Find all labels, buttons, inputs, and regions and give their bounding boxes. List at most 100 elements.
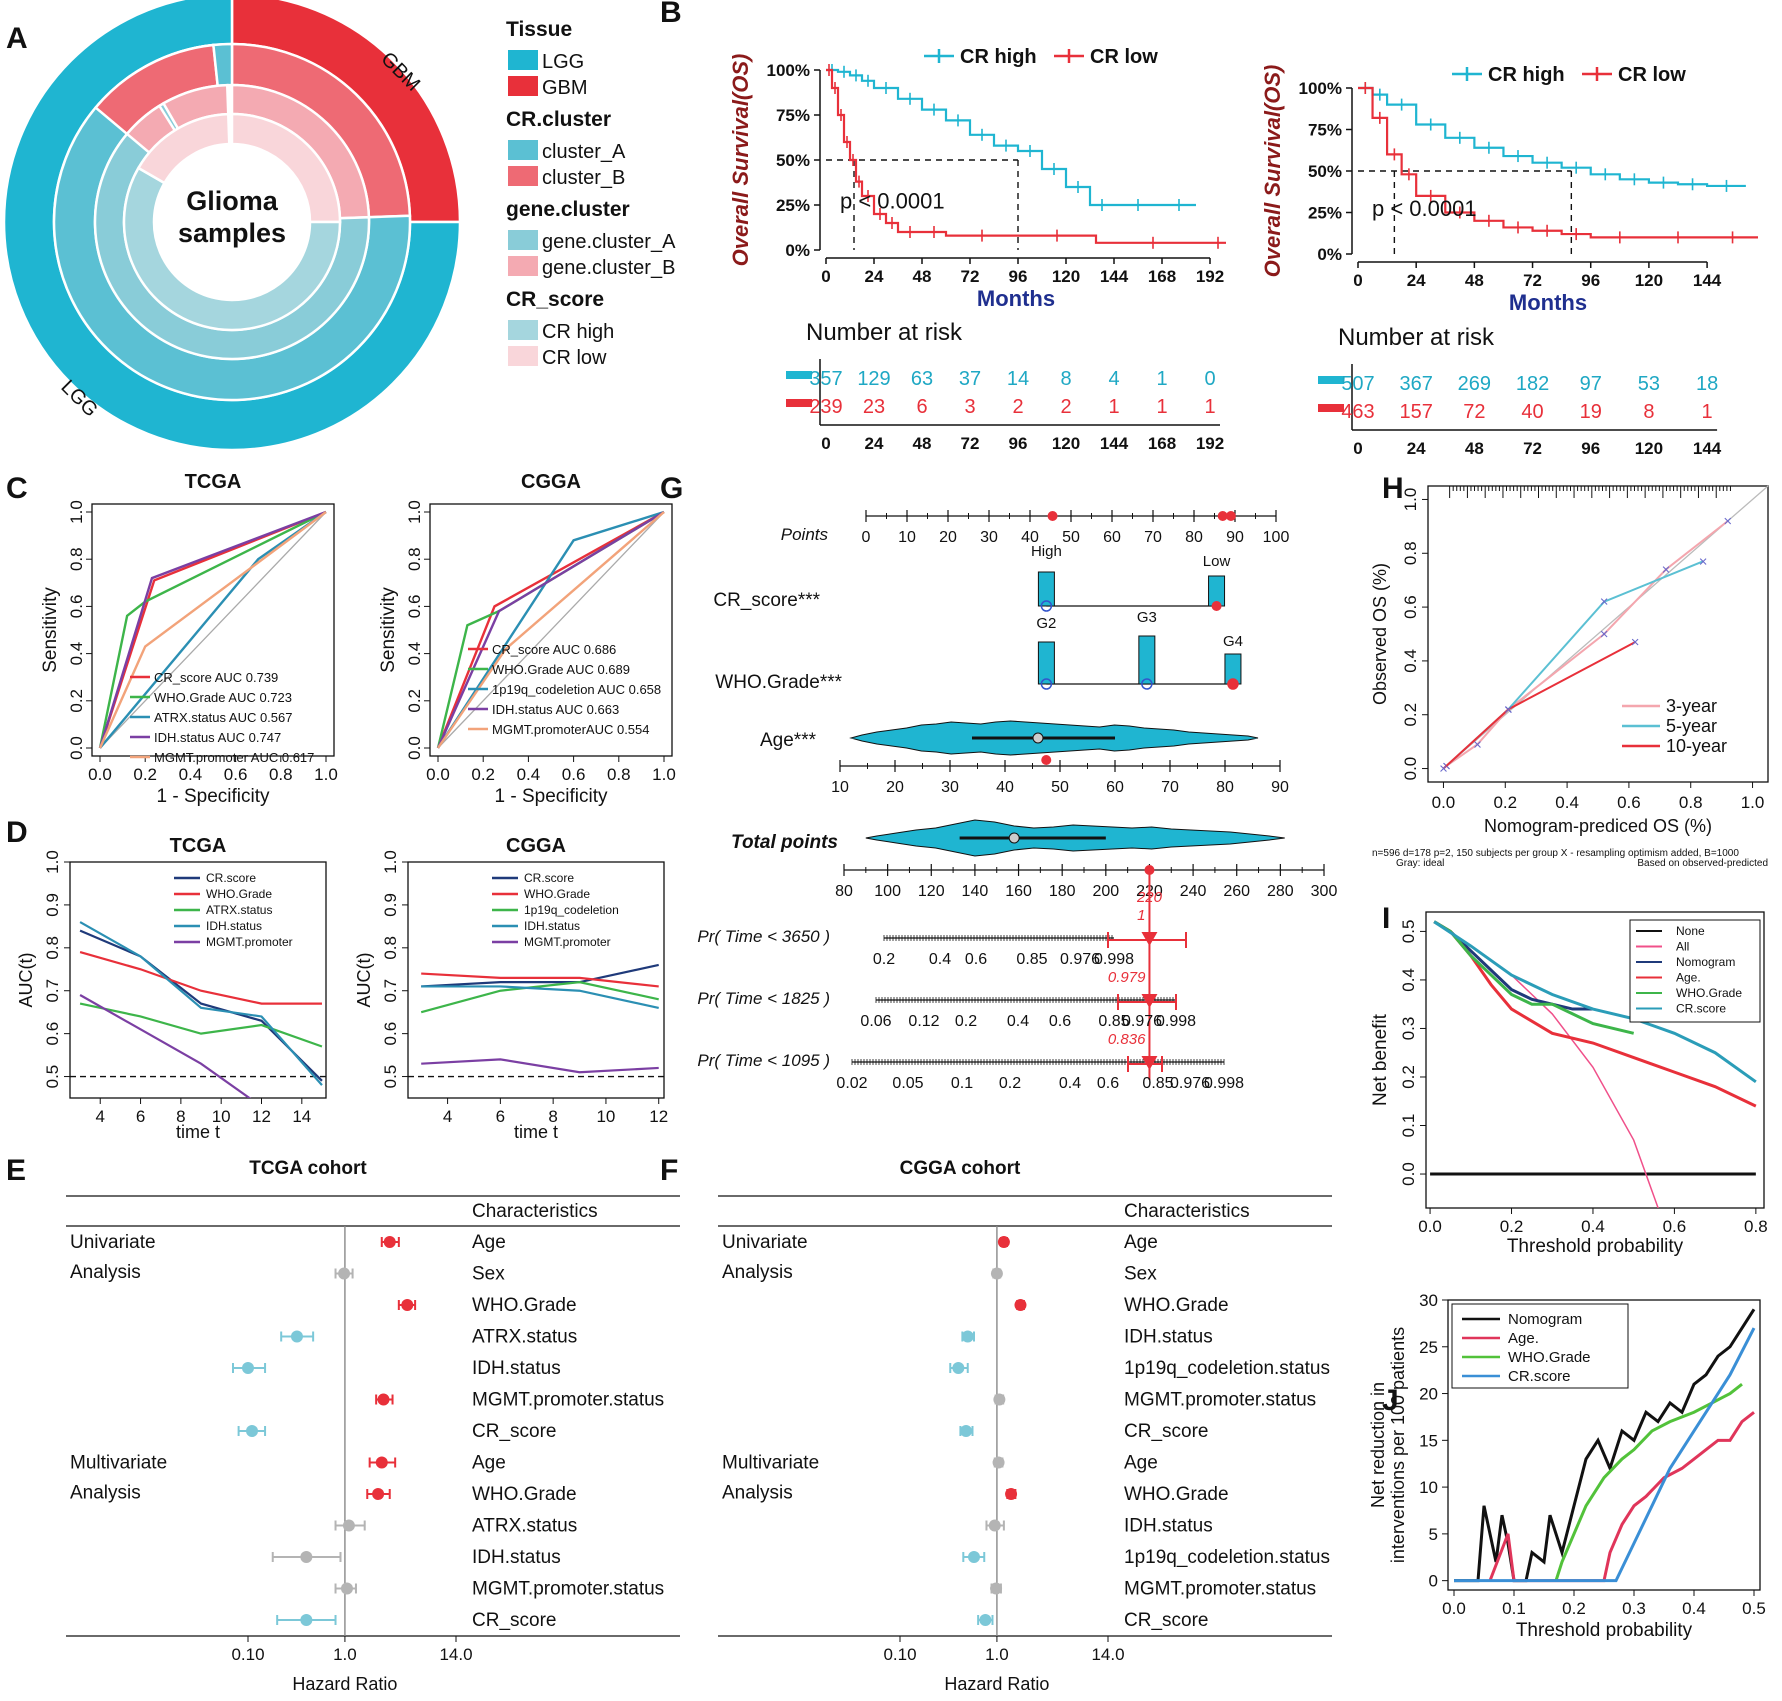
x-tick-label: 168 bbox=[1148, 267, 1176, 286]
risk-count-high: 18 bbox=[1696, 373, 1718, 395]
x-axis-label: Hazard Ratio bbox=[944, 1674, 1049, 1694]
risk-count-low: 3 bbox=[964, 396, 975, 418]
risk-count-low: 40 bbox=[1521, 401, 1543, 423]
forest-row-label: Age bbox=[472, 1453, 506, 1474]
y-axis-label: Sensitivity bbox=[40, 587, 61, 673]
roc-curve bbox=[436, 510, 665, 749]
probability-tick-label: 0.976 bbox=[1170, 1075, 1210, 1092]
who-marker bbox=[1040, 678, 1053, 690]
legend-label-cr-high: CR high bbox=[1488, 64, 1565, 86]
probability-tick-label: 0.85 bbox=[1142, 1075, 1173, 1092]
net-benefit-curve bbox=[1433, 920, 1757, 1084]
age-tick-label: 10 bbox=[831, 779, 849, 796]
y-axis-label: Net reduction in bbox=[1368, 1382, 1388, 1508]
auc-line bbox=[79, 951, 322, 1005]
x-tick-label: 10 bbox=[212, 1107, 231, 1126]
x-tick-label: 0.5 bbox=[1742, 1599, 1766, 1618]
risk-x-tick: 168 bbox=[1148, 434, 1176, 453]
risk-x-tick: 120 bbox=[1635, 439, 1663, 458]
x-tick-label: 72 bbox=[1523, 271, 1542, 290]
x-tick-label: 1.0 bbox=[314, 765, 338, 784]
x-tick-label: 12 bbox=[649, 1107, 668, 1126]
x-tick-label: 1.0 bbox=[652, 765, 676, 784]
y-tick-label: 0.1 bbox=[1399, 1114, 1418, 1138]
x-tick-label: 48 bbox=[1465, 271, 1484, 290]
forest-row-label: IDH.status bbox=[472, 1358, 561, 1379]
calibration-point: × bbox=[1600, 626, 1609, 643]
panel-letter-a: A bbox=[6, 22, 28, 55]
forest-row-label: ATRX.status bbox=[472, 1327, 577, 1348]
legend-label: IDH.status AUC 0.747 bbox=[154, 730, 281, 745]
forest-row-label: MGMT.promoter.status bbox=[472, 1579, 664, 1600]
legend-label: WHO.Grade bbox=[1508, 1349, 1591, 1366]
probability-value: 0.979 bbox=[1108, 969, 1146, 986]
cr-level-high: High bbox=[1031, 543, 1062, 560]
points-tick-label: 100 bbox=[1263, 529, 1290, 546]
total-tick-label: 180 bbox=[1049, 883, 1076, 900]
risk-count-high: 367 bbox=[1399, 373, 1432, 395]
legend-group-title: CR.cluster bbox=[506, 108, 611, 131]
age-marker bbox=[1041, 755, 1052, 765]
x-tick-label: 0.1 bbox=[1502, 1599, 1526, 1618]
analysis-label: Multivariate bbox=[722, 1453, 819, 1474]
y-axis-label: interventions per 100 patients bbox=[1388, 1327, 1408, 1563]
probability-tick-label: 0.2 bbox=[999, 1075, 1021, 1092]
x-axis-label: 1 - Specificity bbox=[495, 786, 608, 807]
forest-row-label: IDH.status bbox=[1124, 1516, 1213, 1537]
total-tick-label: 80 bbox=[835, 883, 853, 900]
x-tick-label: 24 bbox=[865, 267, 884, 286]
risk-x-tick: 48 bbox=[1465, 439, 1484, 458]
x-tick-label: 8 bbox=[176, 1107, 185, 1126]
cr-marker bbox=[1040, 600, 1053, 612]
plot-frame bbox=[407, 861, 665, 1099]
hr-point bbox=[377, 1393, 390, 1406]
x-tick-label: 0.0 bbox=[426, 765, 450, 784]
calibration-point: × bbox=[1631, 634, 1640, 651]
forest-row-label: WHO.Grade bbox=[472, 1295, 577, 1316]
hr-point bbox=[300, 1551, 313, 1563]
legend-label: WHO.Grade AUC 0.723 bbox=[154, 690, 292, 705]
legend-swatch bbox=[508, 140, 538, 160]
reduction-curve bbox=[1454, 1308, 1756, 1583]
x-axis-label: 1 - Specificity bbox=[157, 786, 270, 807]
probability-tick-label: 0.976 bbox=[1060, 951, 1100, 968]
x-axis-label: Hazard Ratio bbox=[292, 1674, 397, 1694]
legend-label: 1p19q_codeletion AUC 0.658 bbox=[492, 682, 661, 697]
point-marker bbox=[1217, 511, 1228, 521]
hr-point bbox=[338, 1267, 351, 1280]
x-tick-label: 10 bbox=[596, 1107, 615, 1126]
probability-label: Pr( Time < 1825 ) bbox=[697, 989, 830, 1008]
auc-line bbox=[79, 929, 323, 1082]
points-tick-label: 60 bbox=[1103, 529, 1121, 546]
y-tick-label: 0 bbox=[1429, 1572, 1438, 1591]
hr-point bbox=[340, 1582, 353, 1595]
legend-box bbox=[1629, 919, 1761, 1023]
legend-label: CR.score bbox=[524, 871, 574, 885]
probability-tick-label: 0.976 bbox=[1122, 1013, 1162, 1030]
probability-tick-label: 0.2 bbox=[873, 951, 895, 968]
x-tick-label: 144 bbox=[1100, 267, 1129, 286]
calibration-point: × bbox=[1699, 553, 1708, 570]
risk-table-title: Number at risk bbox=[1338, 324, 1495, 351]
x-tick-label: 0.0 bbox=[1432, 793, 1456, 812]
legend-item-label: CR low bbox=[542, 347, 607, 369]
legend-swatch bbox=[508, 320, 538, 340]
x-tick-label: 144 bbox=[1693, 271, 1722, 290]
x-tick-label: 0.2 bbox=[1493, 793, 1517, 812]
legend-label: Nomogram bbox=[1508, 1311, 1582, 1328]
risk-x-tick: 72 bbox=[961, 434, 980, 453]
reduction-curve bbox=[1488, 1411, 1755, 1583]
y-tick-label: 0.7 bbox=[381, 979, 400, 1003]
panel-b-survival: 100%75%50%25%0%0 24 48 72 96 120 144 168 192Over… bbox=[728, 46, 1758, 458]
risk-count-low: 23 bbox=[863, 396, 885, 418]
plot-frame bbox=[1425, 911, 1765, 1209]
x-tick-label: 4 bbox=[96, 1107, 105, 1126]
points-tick-label: 70 bbox=[1144, 529, 1162, 546]
y-tick-label: 0.8 bbox=[1401, 541, 1420, 565]
risk-swatch-low bbox=[786, 399, 812, 407]
risk-count-low: 1 bbox=[1108, 396, 1119, 418]
auc-line bbox=[79, 921, 323, 1086]
plot-title: CGGA bbox=[506, 835, 566, 857]
calibration-point: × bbox=[1504, 701, 1513, 718]
calibration-point: × bbox=[1439, 761, 1448, 778]
